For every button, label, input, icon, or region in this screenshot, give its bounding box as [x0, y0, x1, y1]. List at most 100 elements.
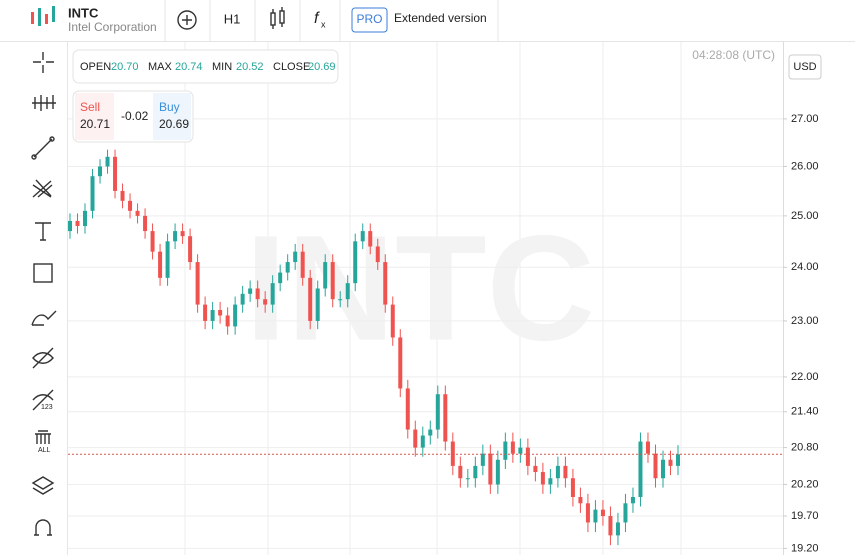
magnet-tool[interactable] [34, 519, 52, 536]
timeframe-button[interactable]: H1 [224, 11, 241, 26]
candle-body [240, 293, 245, 305]
trendline-tool[interactable] [31, 136, 55, 160]
add-indicator-button[interactable] [177, 10, 197, 30]
close-label: CLOSE [273, 61, 310, 73]
candle-body [570, 478, 575, 497]
candle-body [158, 251, 163, 278]
candle-body [330, 262, 335, 300]
candle-body [533, 465, 538, 473]
max-value: 20.74 [175, 61, 203, 73]
candle-body [443, 394, 448, 442]
candle-body [405, 388, 410, 430]
y-tick-label: 24.00 [791, 261, 819, 273]
candle-body [203, 304, 208, 321]
layers-tool[interactable] [31, 476, 55, 495]
sell-price: 20.71 [80, 117, 110, 131]
candle-body [645, 441, 650, 454]
buy-label: Buy [159, 100, 180, 114]
candle-body [630, 496, 635, 504]
shape-tool[interactable] [33, 263, 53, 283]
bars-tool[interactable] [32, 95, 56, 111]
candle-body [293, 251, 298, 263]
y-tick-label: 19.20 [791, 542, 819, 554]
hide-indicators-tool[interactable]: 123 [32, 389, 54, 411]
candle-body [615, 522, 620, 536]
candle-body [600, 509, 605, 517]
candle-body [435, 394, 440, 430]
candle-body [518, 447, 523, 454]
candle-body [540, 472, 545, 485]
watermark: INTC [245, 204, 595, 372]
candle-body [195, 262, 200, 305]
sell-label: Sell [80, 100, 100, 114]
buy-price: 20.69 [159, 117, 189, 131]
candle-body [548, 478, 553, 485]
candle-body [638, 441, 643, 497]
candle-body [143, 215, 148, 232]
candle-body [383, 262, 388, 305]
svg-text:ALL: ALL [38, 447, 51, 454]
buy-button[interactable] [153, 93, 191, 140]
hide-drawings-tool[interactable] [32, 347, 54, 369]
candle-body [608, 516, 613, 536]
candle-body [210, 310, 215, 321]
candle-body [368, 231, 373, 247]
fib-tool[interactable] [32, 179, 53, 198]
spread: -0.02 [121, 109, 149, 123]
candle-body [398, 337, 403, 389]
candle-body [578, 496, 583, 504]
open-value: 20.70 [111, 61, 139, 73]
candle-body [188, 236, 193, 263]
extended-version-link[interactable]: Extended version [394, 11, 487, 25]
text-tool[interactable] [35, 222, 51, 241]
chart-type-button[interactable] [270, 7, 285, 29]
candle-body [593, 509, 598, 523]
candle-body [278, 272, 283, 284]
y-tick-label: 21.40 [791, 406, 819, 418]
currency-badge[interactable] [788, 54, 822, 80]
candle-body [180, 231, 185, 237]
candle-body [503, 441, 508, 460]
y-tick-label: 20.20 [791, 478, 819, 490]
candle-body [83, 210, 88, 226]
candle-body [173, 231, 178, 242]
candle-body [353, 241, 358, 284]
candle-body [390, 304, 395, 338]
candle-body [225, 315, 230, 327]
y-tick-label: 26.00 [791, 160, 819, 172]
candle-body [495, 459, 500, 485]
y-tick-label: 27.00 [791, 113, 819, 125]
candle-body [375, 246, 380, 263]
candle-body [555, 465, 560, 479]
candle-body [120, 190, 125, 201]
candle-body [248, 288, 253, 294]
pro-badge[interactable] [351, 7, 388, 33]
candle-body [300, 251, 305, 278]
candle-body [360, 231, 365, 242]
candle-body [585, 503, 590, 523]
open-label: OPEN [80, 61, 111, 73]
y-tick-label: 19.70 [791, 510, 819, 522]
delete-all-tool[interactable]: ALL [35, 430, 51, 454]
candle-body [450, 441, 455, 466]
clock: 04:28:08 (UTC) [692, 48, 775, 62]
brush-tool[interactable] [31, 310, 57, 326]
candle-body [105, 156, 110, 167]
symbol: INTC [68, 5, 99, 20]
candle-body [233, 304, 238, 327]
candle-body [68, 220, 72, 232]
svg-text:123: 123 [41, 404, 53, 411]
y-tick-label: 25.00 [791, 210, 819, 222]
sell-button[interactable] [75, 93, 114, 140]
min-value: 20.52 [236, 61, 264, 73]
candle-body [128, 200, 133, 211]
candle-body [413, 429, 418, 448]
crosshair-tool[interactable] [33, 52, 54, 73]
candle-body [510, 441, 515, 454]
min-label: MIN [212, 61, 232, 73]
candle-body [218, 310, 223, 316]
candle-body [98, 166, 103, 177]
candle-body [458, 465, 463, 479]
